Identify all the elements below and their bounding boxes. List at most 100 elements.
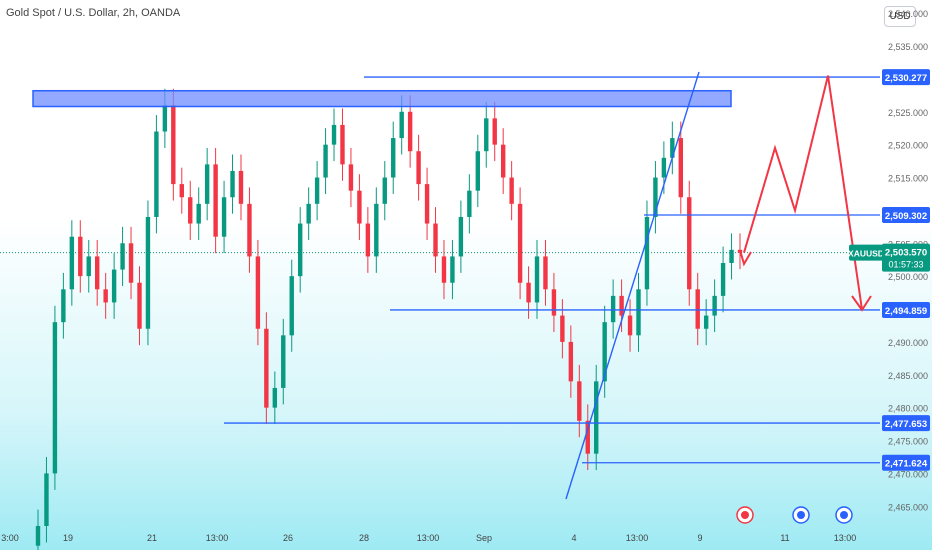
y-tick-label: 2,490.000 <box>888 338 928 348</box>
price-label-bg <box>882 69 930 86</box>
symbol-tag: XAUUSD <box>848 249 884 259</box>
candle-body <box>720 263 726 296</box>
candle-body <box>602 322 607 382</box>
y-tick-label: 2,515.000 <box>888 174 928 184</box>
candle-body <box>188 197 193 224</box>
candle-body <box>365 223 371 257</box>
projection-path <box>743 75 863 310</box>
candle-body <box>687 197 692 290</box>
candle-body <box>255 256 261 329</box>
us-flag-icon-dot <box>797 511 805 519</box>
candle-body <box>162 105 168 132</box>
candle-body <box>340 124 345 165</box>
price-label: 2,471.624 <box>885 459 928 470</box>
alert-icon-dot <box>741 511 749 519</box>
candle-body <box>111 269 117 303</box>
candle-body <box>484 118 489 152</box>
candle-body <box>297 223 303 277</box>
candle-body <box>407 111 413 152</box>
x-tick-label: 21 <box>147 533 157 543</box>
projection-arrowhead-end <box>851 295 872 312</box>
x-tick-label: 26 <box>283 533 293 543</box>
candle-body <box>238 170 244 204</box>
trend-line <box>565 71 700 500</box>
candle-body <box>213 164 218 237</box>
price-label-bg <box>882 206 930 223</box>
candle-body <box>171 105 176 185</box>
price-label: 2,530.277 <box>885 73 927 84</box>
candle-body <box>568 341 574 382</box>
candle-body <box>289 276 294 336</box>
candle-body <box>424 184 430 224</box>
x-tick-label: 13:00 <box>417 533 440 543</box>
candle-body <box>52 322 58 474</box>
x-tick-label: 11 <box>780 533 789 543</box>
symbol-title: Gold Spot / U.S. Dollar, 2h, OANDA <box>6 7 181 19</box>
candle-body <box>543 256 548 290</box>
candle-body <box>653 177 658 217</box>
candle-body <box>577 381 582 421</box>
candle-body <box>695 289 700 329</box>
candle-body <box>35 526 41 546</box>
candle-body <box>517 203 523 283</box>
candle-body <box>627 315 633 336</box>
candle-body <box>729 249 734 263</box>
candle-body <box>416 151 421 185</box>
candle-body <box>467 190 472 217</box>
y-tick-label: 2,535.000 <box>888 42 928 52</box>
candle-body <box>661 157 667 178</box>
y-tick-label: 2,475.000 <box>888 437 928 447</box>
resistance-zone <box>32 89 732 108</box>
candle-body <box>95 256 100 290</box>
candle-body <box>145 216 151 329</box>
x-tick-label: 13:00 <box>206 533 229 543</box>
candle-body <box>230 170 235 198</box>
candle-body <box>509 177 514 204</box>
x-tick-label: 3:00 <box>1 533 19 543</box>
candle-body <box>357 190 362 224</box>
candle-body <box>306 203 311 224</box>
price-label: 2,477.653 <box>885 419 927 430</box>
price-label-bg <box>882 415 930 432</box>
y-tick-label: 2,470.000 <box>888 469 928 479</box>
last-price-bg <box>882 243 930 272</box>
candle-body <box>154 131 159 217</box>
candle-body <box>331 124 337 145</box>
candle-body <box>636 289 641 336</box>
candle-body <box>492 118 497 145</box>
countdown-label: 01:57:33 <box>888 260 923 270</box>
candle-body <box>399 111 404 139</box>
x-tick-label: 19 <box>63 533 73 543</box>
candle-body <box>86 256 91 277</box>
y-tick-label: 2,465.000 <box>888 502 928 512</box>
currency-button[interactable]: USD <box>884 6 916 27</box>
candle-body <box>391 138 396 178</box>
candle-body <box>128 243 134 283</box>
candle-body <box>103 289 108 303</box>
candle-body <box>264 328 269 408</box>
price-label-bg <box>882 301 930 318</box>
candle-body <box>323 144 328 178</box>
us-flag-icon-dot <box>840 511 848 519</box>
candle-body <box>314 177 320 204</box>
candle-body <box>560 315 565 342</box>
x-tick-label: 4 <box>571 533 576 543</box>
candle-body <box>678 138 683 198</box>
candle-body <box>610 295 616 323</box>
y-tick-label: 2,485.000 <box>888 371 928 381</box>
candle-body <box>703 315 709 329</box>
y-tick-label: 2,520.000 <box>888 141 928 151</box>
candle-body <box>433 223 438 257</box>
candle-body <box>712 295 717 316</box>
candle-body <box>179 184 184 198</box>
projection-arrowhead-start <box>739 249 752 267</box>
candle-body <box>500 144 506 178</box>
candle-body <box>441 256 447 283</box>
candle-body <box>247 203 252 257</box>
candle-body <box>450 256 455 283</box>
price-label: 2,509.302 <box>885 211 927 222</box>
candle-body <box>61 289 66 323</box>
price-label-bg <box>882 454 930 471</box>
candle-body <box>69 236 75 290</box>
